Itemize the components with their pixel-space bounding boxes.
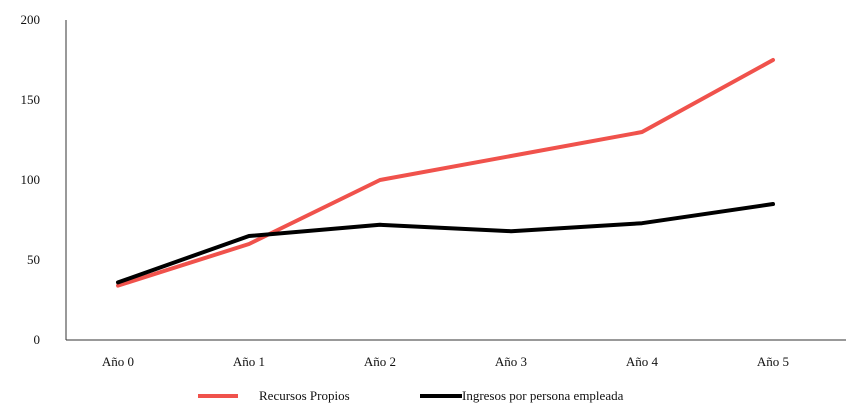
x-tick-label: Año 3 (495, 354, 527, 369)
y-tick-label: 50 (27, 252, 40, 267)
x-tick-label: Año 5 (757, 354, 789, 369)
y-tick-label: 100 (21, 172, 41, 187)
x-tick-label: Año 2 (364, 354, 396, 369)
legend: Recursos Propios Ingresos por persona emp… (198, 388, 624, 403)
y-tick-label: 0 (34, 332, 41, 347)
y-tick-labels: 0 50 100 150 200 (21, 12, 41, 347)
x-tick-label: Año 1 (233, 354, 265, 369)
x-tick-label: Año 0 (102, 354, 134, 369)
legend-label-2: Ingresos por persona empleada (462, 388, 624, 403)
y-tick-label: 150 (21, 92, 41, 107)
y-tick-label: 200 (21, 12, 41, 27)
x-tick-label: Año 4 (626, 354, 659, 369)
x-tick-labels: Año 0 Año 1 Año 2 Año 3 Año 4 Año 5 (102, 354, 789, 369)
legend-label-1: Recursos Propios (259, 388, 350, 403)
series-lines (118, 60, 773, 286)
series-line-1 (118, 60, 773, 286)
series-line-2 (118, 204, 773, 282)
axes (66, 20, 846, 340)
